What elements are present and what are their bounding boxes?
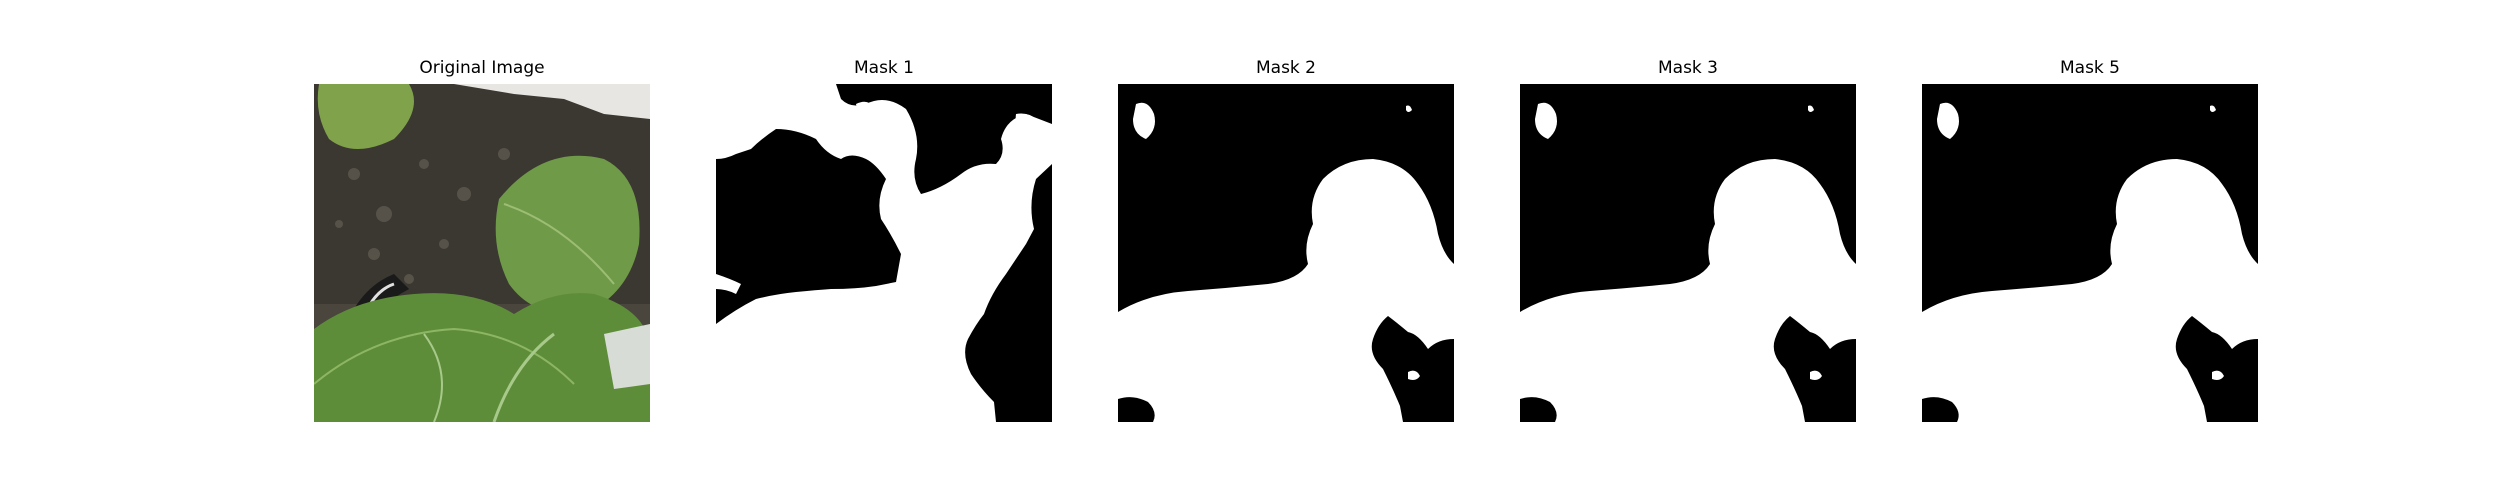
panel-title: Mask 3 — [1657, 58, 1718, 78]
mask-2-image — [1118, 84, 1454, 422]
panel-title: Original Image — [419, 58, 545, 78]
mask-1-image — [716, 84, 1052, 422]
panel-title: Mask 5 — [2059, 58, 2120, 78]
panel-title: Mask 1 — [853, 58, 914, 78]
panel-mask-1: Mask 1 — [716, 0, 1052, 500]
panel-original-image: Original Image — [314, 0, 650, 500]
mask-5-image — [1922, 84, 2258, 422]
original-photo — [314, 84, 650, 422]
panel-mask-5: Mask 5 — [1922, 0, 2258, 500]
panel-mask-2: Mask 2 — [1118, 0, 1454, 500]
mask-3-image — [1520, 84, 1856, 422]
panel-mask-3: Mask 3 — [1520, 0, 1856, 500]
panel-title: Mask 2 — [1255, 58, 1316, 78]
